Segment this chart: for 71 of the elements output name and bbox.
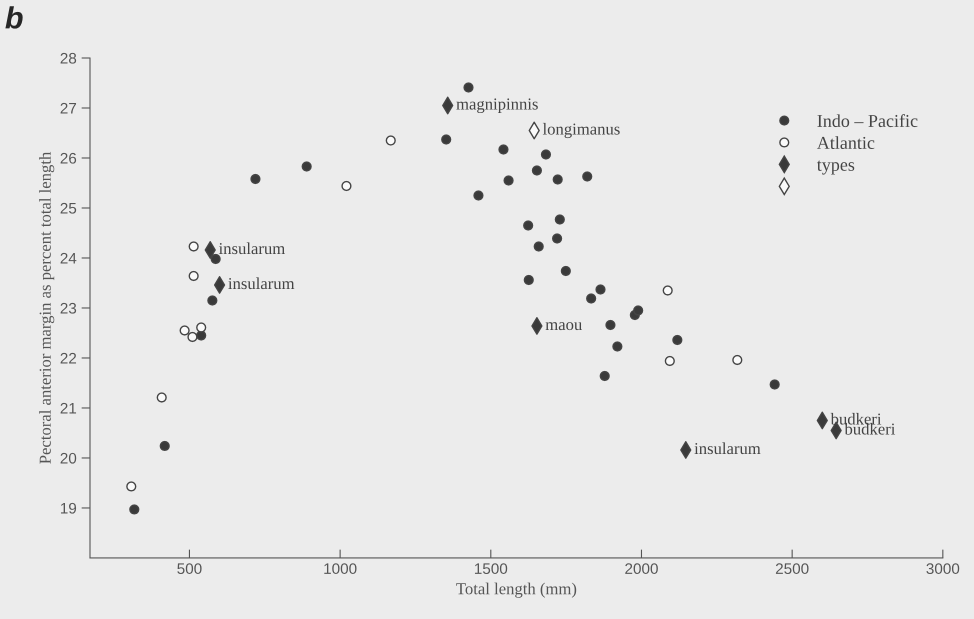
point [633,305,644,316]
point [540,149,552,160]
legend-label: types [816,160,854,175]
point [188,270,199,282]
annotation: budkeri [830,412,882,425]
point [600,370,610,382]
y-tick-label: 21 [60,402,76,414]
point [129,504,140,515]
point [188,241,199,252]
point [612,341,622,352]
point [156,392,167,403]
point [770,379,780,390]
y-axis-title: Pectoral anterior margin as percent total length [39,152,54,464]
y-tick-label: 27 [60,102,76,114]
point [160,440,170,452]
point [126,481,136,492]
point [662,285,673,296]
point [523,220,534,231]
point [302,161,312,172]
point [498,144,509,155]
y-tick-label: 19 [60,502,76,514]
y-tick-label: 24 [60,252,76,264]
point [605,320,616,330]
point [554,214,565,225]
x-tick-label: 2000 [625,563,658,574]
point [386,135,396,146]
point [560,266,571,276]
point [207,295,218,306]
x-tick-label: 500 [177,563,202,574]
y-tick-label: 28 [60,52,76,64]
point [582,171,592,182]
y-tick-label: 25 [60,202,76,214]
x-tick-label: 1500 [474,563,508,574]
point [250,174,261,184]
point [187,332,198,342]
point [552,233,562,244]
point [552,174,563,185]
point [180,325,190,336]
point [341,180,352,192]
annotation: magnipinnis [456,98,538,114]
y-tick-label: 20 [60,452,76,464]
x-tick-label: 2500 [776,563,809,574]
point [595,284,606,295]
chart-title: b [5,6,23,29]
annotation: maou [546,322,582,330]
point [664,356,675,366]
annotation: longimanus [542,122,620,138]
point [524,274,534,286]
x-tick-label: 1000 [324,563,357,574]
legend-label: Atlantic [816,136,874,149]
point [586,293,596,304]
point [532,165,542,176]
y-tick-label: 23 [60,302,76,314]
point [732,354,742,366]
legend-label: Indo – Pacific [817,114,918,128]
annotation: budkeri [844,422,896,435]
point [473,190,484,201]
x-axis-title: Total length (mm) [456,582,576,598]
y-tick-label: 26 [60,152,76,164]
point [210,254,221,264]
point [463,82,474,93]
point [672,334,682,346]
annotation: insularum [228,277,294,290]
point [534,241,544,252]
point [441,134,452,145]
y-tick-label: 22 [60,352,76,364]
point [503,175,514,186]
point [196,322,206,333]
annotation: insularum [694,442,761,454]
x-tick-label: 3000 [926,563,960,574]
annotation: insularum [218,242,285,254]
